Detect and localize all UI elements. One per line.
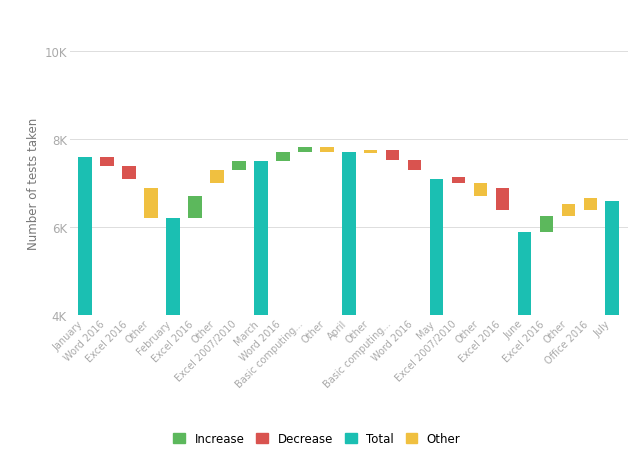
Bar [122, 166, 136, 179]
Bar [320, 147, 333, 153]
Bar [254, 162, 268, 316]
Y-axis label: Number of tests taken: Number of tests taken [27, 118, 41, 250]
Bar [430, 179, 443, 316]
Bar [79, 157, 92, 316]
Text: Breakdown of changes in number of tests taken by month: Breakdown of changes in number of tests … [103, 9, 531, 24]
Bar [408, 161, 422, 170]
Bar [210, 170, 224, 184]
Bar [100, 157, 114, 166]
Bar [474, 184, 488, 197]
Bar [540, 217, 553, 232]
Bar [386, 151, 399, 161]
Legend: Increase, Decrease, Total, Other: Increase, Decrease, Total, Other [169, 427, 465, 450]
Bar [166, 219, 180, 316]
Bar [188, 197, 202, 219]
Bar [583, 198, 597, 210]
Bar [605, 201, 619, 316]
Bar [562, 204, 575, 217]
Bar [451, 177, 465, 184]
Bar [144, 188, 158, 219]
Bar [298, 147, 311, 153]
Bar [276, 153, 290, 162]
Bar [496, 188, 509, 210]
Bar [342, 153, 356, 316]
Bar [364, 151, 377, 154]
Bar [517, 232, 531, 316]
Bar [232, 162, 246, 170]
